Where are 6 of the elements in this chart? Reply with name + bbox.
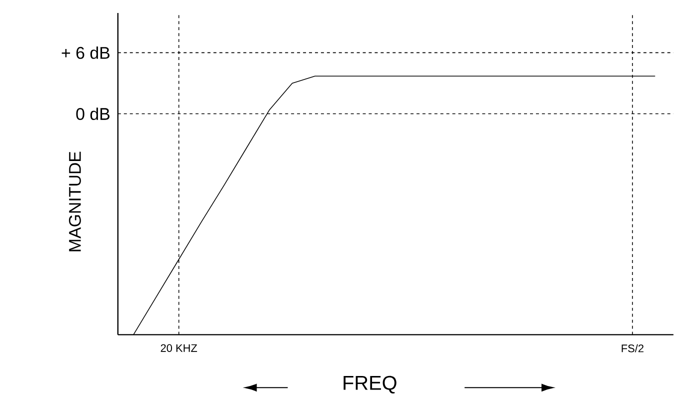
x-tick-label: 20 KHZ [160,344,198,352]
y-tick-label: + 6 dB [62,46,110,60]
y-axis-title: MAGNITUDE [68,152,81,252]
x-tick-label: FS/2 [622,344,644,352]
x-axis-title: FREQ [344,376,396,394]
y-tick-label: 0 dB [76,108,110,120]
